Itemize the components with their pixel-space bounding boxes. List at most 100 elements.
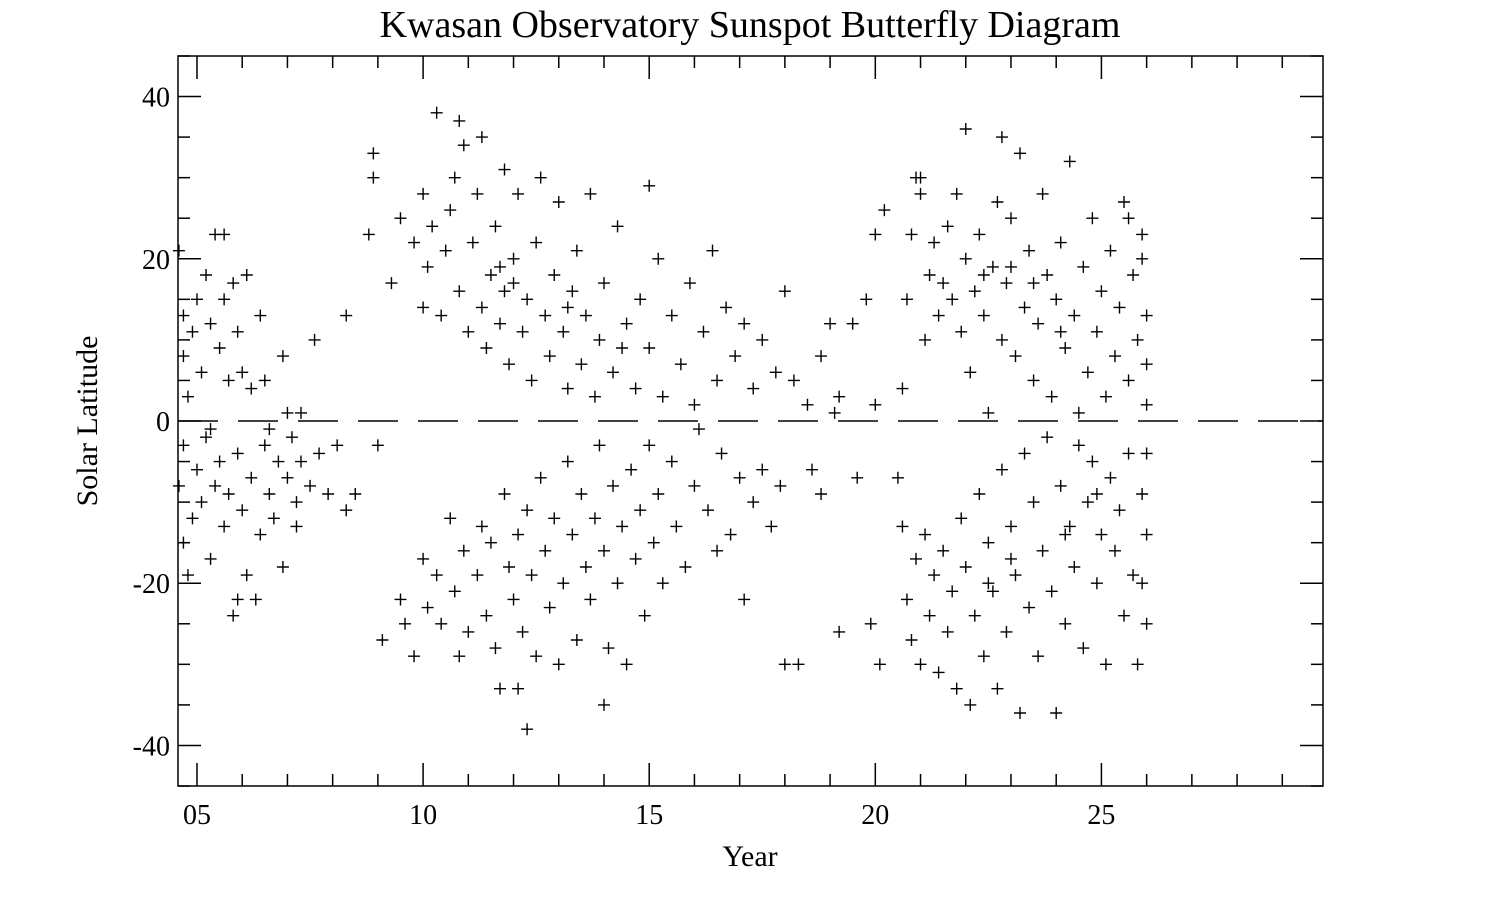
sunspot-point [1086,455,1099,468]
sunspot-point [507,277,520,290]
sunspot-point [1036,187,1049,200]
sunspot-point [313,447,326,460]
sunspot-point [417,301,430,314]
sunspot-point [426,220,439,233]
sunspot-point [1054,236,1067,249]
sunspot-point [444,204,457,217]
sunspot-point [561,455,574,468]
sunspot-point [910,552,923,565]
sunspot-point [430,106,443,119]
sunspot-point [629,382,642,395]
sunspot-point [905,634,918,646]
sunspot-point [340,504,353,517]
sunspot-point [240,569,253,582]
sunspot-point [824,317,837,330]
sunspot-point [218,520,231,533]
sunspot-point [493,682,506,695]
sunspot-point [561,382,574,395]
sunspot-point [295,455,308,468]
sunspot-point [733,471,746,484]
sunspot-point [507,593,520,606]
sunspot-point [968,285,981,298]
sunspot-point [503,358,516,371]
sunspot-point [521,723,534,736]
sunspot-point [643,179,656,192]
sunspot-point [593,333,606,346]
sunspot-point [873,658,886,671]
sunspot-point [1059,617,1072,630]
sunspot-point [787,374,800,387]
sunspot-point [254,309,267,322]
sunspot-point [1018,447,1031,460]
sunspot-point [919,333,932,346]
sunspot-point [634,293,647,306]
sunspot-point [959,252,972,265]
sunspot-point [1063,155,1076,168]
sunspot-point [557,325,570,338]
sunspot-point [471,569,484,582]
sunspot-point [991,196,1004,208]
sunspot-point [977,309,990,322]
sunspot-point [231,325,244,338]
sunspot-point [995,333,1008,346]
sunspot-point [864,617,877,630]
y-axis-label: Solar Latitude [71,336,104,507]
sunspot-point [276,350,289,363]
sunspot-point [643,439,656,452]
sunspot-point [218,293,231,306]
sunspot-point [263,423,276,436]
sunspot-point [322,488,335,500]
sunspot-point [439,244,452,257]
sunspot-point [1027,277,1040,290]
sunspot-point [932,666,945,679]
sunspot-point [1018,301,1031,314]
sunspot-point [656,390,669,403]
sunspot-point [1014,147,1027,160]
sunspot-point [977,269,990,281]
sunspot-point [738,593,751,606]
sunspot-point [616,520,629,533]
sunspot-point [367,147,380,160]
sunspot-point [1032,317,1045,330]
sunspot-point [706,244,719,257]
sunspot-point [1004,212,1017,225]
sunspot-point [448,585,461,598]
sunspot-point [914,658,927,671]
sunspot-point [1136,228,1149,241]
sunspot-point [1113,301,1126,314]
sunspot-point [213,455,226,468]
sunspot-point [462,325,475,338]
sunspot-point [579,561,592,573]
sunspot-point [616,342,629,354]
sunspot-point [1140,528,1153,541]
sunspot-point [692,423,705,436]
sunspot-point [236,366,249,379]
y-tick-label: 20 [142,245,170,276]
sunspot-point [1077,260,1090,273]
sunspot-point [290,496,303,509]
sunspot-point [1131,658,1144,671]
sunspot-point [561,301,574,314]
sunspot-point [652,488,665,500]
sunspot-point [846,317,859,330]
sunspot-point [941,625,954,638]
sunspot-point [575,488,588,500]
sunspot-point [177,439,190,452]
sunspot-point [1045,390,1058,403]
sunspot-point [200,269,213,281]
sunspot-point [928,236,941,249]
sunspot-point [267,512,280,525]
sunspot-point [900,293,913,306]
sunspot-point [1118,196,1131,208]
sunspot-point [959,561,972,573]
sunspot-point [833,625,846,638]
sunspot-point [995,131,1008,144]
sunspot-point [638,609,651,622]
sunspot-point [620,317,633,330]
sunspot-point [444,512,457,525]
sunspot-point [869,398,882,411]
sunspot-point [1081,366,1094,379]
sunspot-point [1095,528,1108,541]
sunspot-point [1122,447,1135,460]
sunspot-point [480,609,493,622]
